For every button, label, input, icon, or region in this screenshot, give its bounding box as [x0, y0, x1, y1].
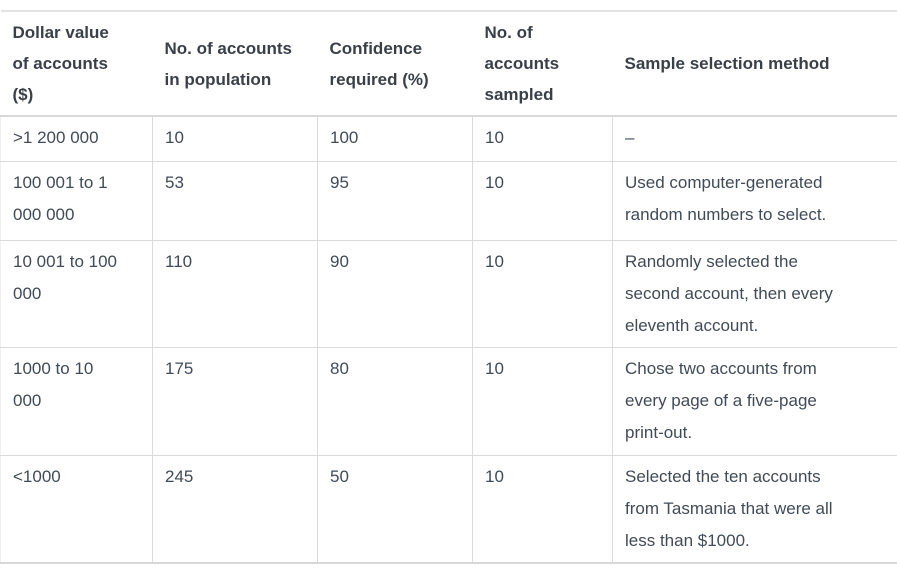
- cell-accounts-in-population: 53: [152, 160, 318, 241]
- cell-confidence-required: 100: [317, 115, 473, 162]
- cell-dollar-value: 1000 to 10 000: [0, 346, 153, 456]
- cell-selection-method: Used computer-generated random numbers t…: [612, 160, 897, 241]
- cell-dollar-value: 10 001 to 100 000: [0, 239, 153, 348]
- cell-confidence-required: 95: [317, 160, 473, 241]
- cell-accounts-sampled: 10: [472, 239, 613, 348]
- cell-dollar-value: 100 001 to 1 000 000: [0, 160, 153, 241]
- cell-accounts-in-population: 245: [152, 454, 318, 564]
- table-row: 10 001 to 100 000 110 90 10 Randomly sel…: [0, 239, 897, 348]
- cell-accounts-sampled: 10: [472, 160, 613, 241]
- cell-accounts-in-population: 175: [152, 346, 318, 456]
- cell-dollar-value: <1000: [0, 454, 153, 564]
- cell-selection-method: Chose two accounts from every page of a …: [612, 346, 897, 456]
- cell-selection-method: Randomly selected the second account, th…: [612, 239, 897, 348]
- col-header-dollar-value: Dollar value of accounts ($): [0, 10, 153, 117]
- col-header-confidence-required: Confidence required (%): [317, 10, 473, 117]
- table-row: <1000 245 50 10 Selected the ten account…: [0, 454, 897, 564]
- table-body: >1 200 000 10 100 10 – 100 001 to 1 000 …: [0, 115, 897, 564]
- cell-accounts-sampled: 10: [472, 115, 613, 162]
- table-header: Dollar value of accounts ($) No. of acco…: [0, 10, 897, 117]
- table-row: 100 001 to 1 000 000 53 95 10 Used compu…: [0, 160, 897, 241]
- col-header-selection-method: Sample selection method: [612, 10, 897, 117]
- cell-accounts-in-population: 110: [152, 239, 318, 348]
- cell-dollar-value: >1 200 000: [0, 115, 153, 162]
- cell-confidence-required: 50: [317, 454, 473, 564]
- header-row: Dollar value of accounts ($) No. of acco…: [0, 10, 897, 117]
- cell-accounts-in-population: 10: [152, 115, 318, 162]
- cell-selection-method: –: [612, 115, 897, 162]
- cell-confidence-required: 80: [317, 346, 473, 456]
- cell-selection-method: Selected the ten accounts from Tasmania …: [612, 454, 897, 564]
- sampling-table: Dollar value of accounts ($) No. of acco…: [0, 10, 897, 564]
- col-header-accounts-in-population: No. of accounts in population: [152, 10, 318, 117]
- cell-accounts-sampled: 10: [472, 454, 613, 564]
- col-header-accounts-sampled: No. of accounts sampled: [472, 10, 613, 117]
- table-row: >1 200 000 10 100 10 –: [0, 115, 897, 162]
- cell-confidence-required: 90: [317, 239, 473, 348]
- table-row: 1000 to 10 000 175 80 10 Chose two accou…: [0, 346, 897, 456]
- cell-accounts-sampled: 10: [472, 346, 613, 456]
